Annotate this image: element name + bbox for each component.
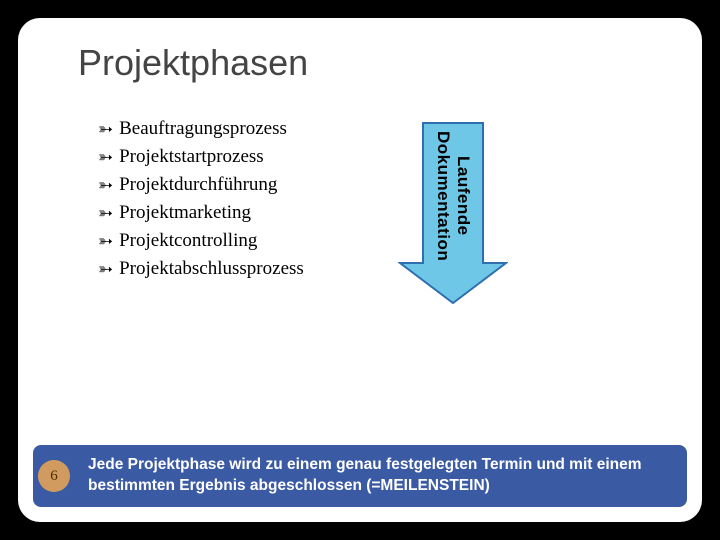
bullet-icon: ➳ bbox=[98, 175, 113, 196]
list-item: ➳ Projektcontrolling bbox=[98, 230, 304, 252]
bullet-text: Projektabschlussprozess bbox=[119, 258, 304, 280]
bullet-list: ➳ Beauftragungsprozess ➳ Projektstartpro… bbox=[98, 118, 304, 286]
list-item: ➳ Projektmarketing bbox=[98, 202, 304, 224]
bullet-text: Projektcontrolling bbox=[119, 230, 257, 252]
arrow-text-2: Dokumentation bbox=[433, 131, 453, 261]
footer-text: Jede Projektphase wird zu einem genau fe… bbox=[88, 455, 677, 497]
list-item: ➳ Projektdurchführung bbox=[98, 174, 304, 196]
slide-title: Projektphasen bbox=[78, 42, 308, 84]
bullet-icon: ➳ bbox=[98, 203, 113, 224]
bullet-icon: ➳ bbox=[98, 119, 113, 140]
bullet-icon: ➳ bbox=[98, 231, 113, 252]
bullet-icon: ➳ bbox=[98, 259, 113, 280]
bullet-text: Projektstartprozess bbox=[119, 146, 264, 168]
bullet-text: Projektdurchführung bbox=[119, 174, 277, 196]
footer-bar: Jede Projektphase wird zu einem genau fe… bbox=[33, 445, 687, 507]
arrow-text-1: Laufende bbox=[453, 156, 473, 236]
list-item: ➳ Projektabschlussprozess bbox=[98, 258, 304, 280]
bullet-text: Beauftragungsprozess bbox=[119, 118, 287, 140]
arrow-graphic: Dokumentation Laufende bbox=[398, 118, 508, 308]
arrow-label: Dokumentation Laufende bbox=[398, 126, 508, 266]
list-item: ➳ Beauftragungsprozess bbox=[98, 118, 304, 140]
page-number: 6 bbox=[38, 460, 70, 492]
bullet-text: Projektmarketing bbox=[119, 202, 251, 224]
bullet-icon: ➳ bbox=[98, 147, 113, 168]
slide: Projektphasen ➳ Beauftragungsprozess ➳ P… bbox=[18, 18, 702, 522]
list-item: ➳ Projektstartprozess bbox=[98, 146, 304, 168]
